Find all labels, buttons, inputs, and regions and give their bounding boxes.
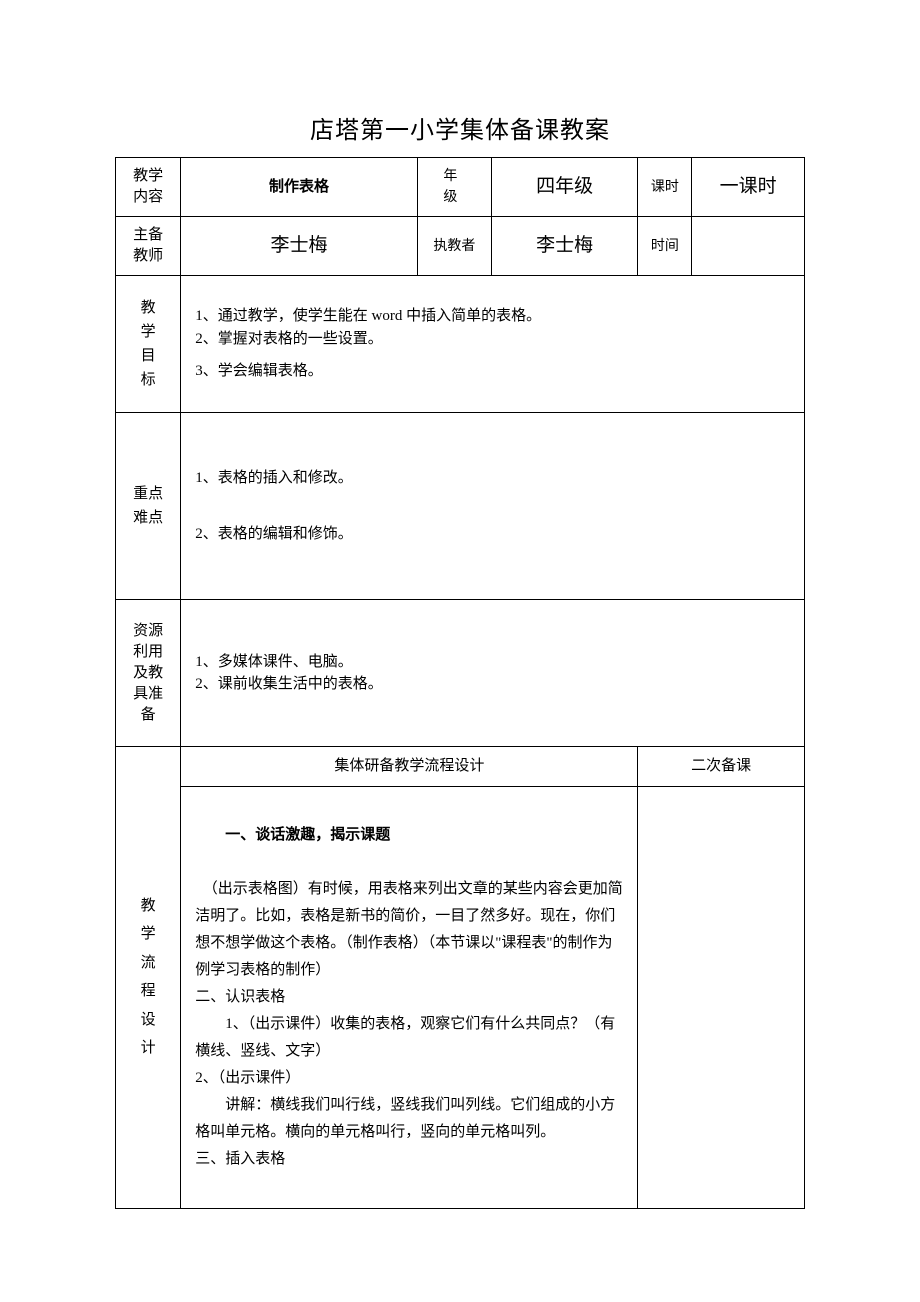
flow-secondary: [638, 786, 805, 1208]
hours-value: 一课时: [692, 158, 805, 217]
teacher-label: 主备 教师: [116, 217, 181, 276]
grade-value: 四年级: [492, 158, 638, 217]
resources-content: 1、多媒体课件、电脑。 2、课前收集生活中的表格。: [181, 600, 805, 747]
goals-content: 1、通过教学，使学生能在 word 中插入简单的表格。 2、掌握对表格的一些设置…: [181, 276, 805, 413]
keypoints-label: 重点 难点: [116, 413, 181, 600]
flow-heading-1: 一、谈话激趣，揭示课题: [225, 827, 390, 843]
executor-value: 李士梅: [492, 217, 638, 276]
hours-label: 课时: [638, 158, 692, 217]
lesson-plan-table: 教学 内容 制作表格 年 级 四年级 课时 一课时 主备 教师 李士梅 执教者 …: [115, 157, 805, 1209]
time-label: 时间: [638, 217, 692, 276]
goals-label: 教 学 目 标: [116, 276, 181, 413]
flow-header-right: 二次备课: [638, 747, 805, 787]
flow-body: （出示表格图）有时候，用表格来列出文章的某些内容会更加简洁明了。比如，表格是新书…: [195, 881, 623, 1167]
subject-label: 教学 内容: [116, 158, 181, 217]
page-title: 店塔第一小学集体备课教案: [115, 110, 805, 145]
flow-content: 一、谈话激趣，揭示课题 （出示表格图）有时候，用表格来列出文章的某些内容会更加简…: [181, 786, 638, 1208]
flow-header-left: 集体研备教学流程设计: [181, 747, 638, 787]
subject-value: 制作表格: [181, 158, 417, 217]
grade-label: 年 级: [417, 158, 491, 217]
flow-sidebar-label: 教 学 流 程 设 计: [116, 747, 181, 1209]
time-value: [692, 217, 805, 276]
teacher-value: 李士梅: [181, 217, 417, 276]
executor-label: 执教者: [417, 217, 491, 276]
resources-label: 资源 利用 及教 具准 备: [116, 600, 181, 747]
keypoints-content: 1、表格的插入和修改。 2、表格的编辑和修饰。: [181, 413, 805, 600]
